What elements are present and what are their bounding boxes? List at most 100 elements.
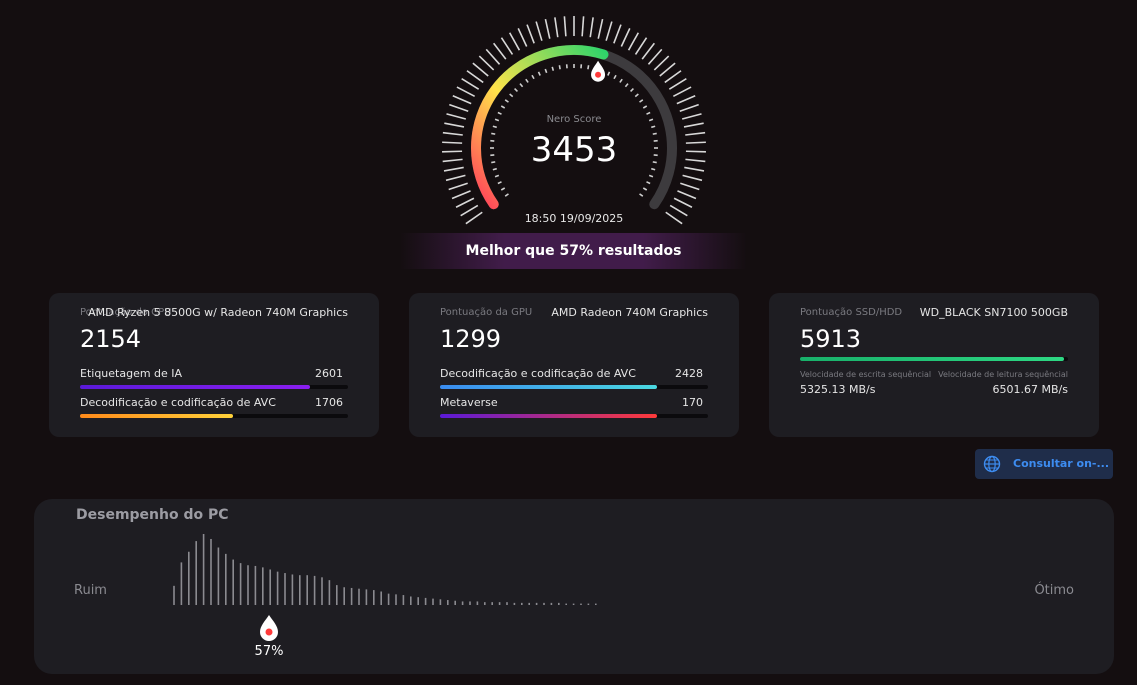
gauge-tick [493,42,507,60]
gauge-tick [680,182,700,191]
gauge-minor-tick [624,83,629,88]
gauge-minor-tick [504,99,509,103]
gauge-tick [455,197,475,208]
read-speed-value: 6501.67 MB/s [992,383,1068,396]
row-label: Etiquetagem de IA [80,367,183,380]
gauge-tick [681,113,702,120]
write-speed-value: 5325.13 MB/s [800,383,876,396]
gauge-minor-tick [558,65,561,70]
gauge-tick [442,141,463,144]
gauge-minor-tick [648,174,654,178]
gauge-minor-tick [642,187,648,191]
gauge-tick [445,174,466,182]
gauge-minor-tick [500,187,506,191]
gauge-tick [442,131,463,136]
gauge-tick [647,48,663,65]
row-label: Decodificação e codificação de AVC [440,367,636,380]
cpu-score-card: Pontuação do CPU AMD Ryzen 5 8500G w/ Ra… [49,293,379,437]
gauge-tick [444,122,465,128]
performance-title: Desempenho do PC [76,507,229,523]
gauge-tick [500,37,514,55]
gauge-tick [597,18,604,39]
gauge-minor-tick [651,125,656,129]
gauge-tick [460,204,479,217]
score-timestamp: 18:50 19/09/2025 [524,212,624,225]
ssd-score-label: Pontuação SSD/HDD [800,307,903,318]
gauge-marker-icon [591,60,606,82]
gauge-minor-tick [491,132,496,135]
row-value: 2601 [315,367,343,380]
gauge-minor-tick [587,65,590,70]
score-value: 3453 [530,130,618,170]
gauge-tick [634,37,648,55]
gauge-tick [684,166,705,172]
gauge-tick [653,55,670,71]
gauge-tick [605,21,613,41]
gauge-tick [613,24,622,44]
progress-fill [440,414,658,418]
gauge-tick [478,55,495,71]
gauge-tick [544,18,551,39]
gauge-tick [620,28,631,47]
pc-performance-panel: Desempenho do PC Ruim Ótimo 57% [34,499,1114,674]
gauge-minor-tick [514,88,518,92]
progress-track [80,385,348,389]
gauge-tick [451,190,471,200]
gauge-tick [683,122,704,128]
gauge-tick [673,197,693,208]
gauge-minor-tick [519,83,524,88]
score-gauge [442,16,706,225]
gauge-tick [679,103,699,112]
gauge-tick [465,211,483,225]
gauge-minor-tick [646,111,651,115]
gauge-tick [665,211,683,225]
score-label: Nero Score [546,114,602,125]
gauge-minor-tick [642,105,648,109]
gauge-tick [442,158,463,163]
row-value: 1706 [315,396,343,409]
gauge-minor-tick [619,78,623,83]
gauge-minor-tick [492,167,497,171]
marker-percent: 57% [254,644,284,659]
low-label: Ruim [74,583,107,598]
gauge-fill [471,45,609,210]
performance-marker-icon [260,615,278,641]
gauge-minor-tick [525,78,529,83]
gauge-tick [685,141,706,144]
gauge-minor-tick [497,181,502,185]
consult-online-button[interactable]: Consultar on-... [975,449,1113,479]
gauge-minor-tick [630,88,634,92]
high-label: Ótimo [1034,583,1074,598]
gauge-minor-tick [613,74,617,80]
gauge-tick [508,32,521,51]
gauge-tick [449,103,469,112]
gauge-tick [682,174,703,182]
ssd-name: WD_BLACK SN7100 500GB [919,306,1068,319]
gauge-tick [443,166,464,172]
gauge-minor-tick [648,118,654,122]
gauge-tick [461,78,480,90]
gauge-tick [563,16,567,37]
progress-fill [80,385,311,389]
gauge-minor-tick [531,74,535,80]
gauge-tick [554,17,559,38]
gauge-tick [456,86,476,97]
gauge-tick [442,150,463,153]
row-label: Metaverse [440,396,498,409]
gauge-tick [676,94,696,105]
progress-track [80,414,348,418]
gauge-minor-tick [607,71,611,76]
progress-fill [800,357,1064,361]
globe-icon [983,455,1001,477]
gauge-minor-tick [634,93,639,98]
progress-track [440,414,708,418]
gauge-tick [581,16,585,37]
write-speed-label: Velocidade de escrita sequêncial [800,370,932,379]
gpu-score-label: Pontuação da GPU [440,307,533,318]
read-speed-label: Velocidade de leitura sequêncial [938,370,1068,379]
gauge-tick [685,131,706,136]
cpu-score-label: Pontuação do CPU [80,307,172,318]
row-label: Decodificação e codificação de AVC [80,396,276,409]
gauge-tick [466,70,484,84]
gauge-minor-tick [509,93,514,98]
